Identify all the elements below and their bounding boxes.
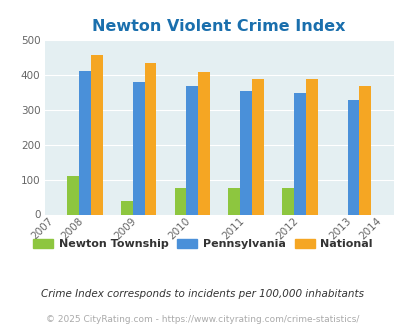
Bar <box>252 79 263 214</box>
Bar <box>121 201 132 214</box>
Bar <box>67 176 79 214</box>
Bar <box>347 100 358 214</box>
Title: Newton Violent Crime Index: Newton Violent Crime Index <box>92 19 345 34</box>
Bar <box>144 63 156 214</box>
Text: © 2025 CityRating.com - https://www.cityrating.com/crime-statistics/: © 2025 CityRating.com - https://www.city… <box>46 315 359 324</box>
Bar <box>198 73 210 214</box>
Bar <box>79 71 91 214</box>
Bar <box>358 86 370 214</box>
Legend: Newton Township, Pennsylvania, National: Newton Township, Pennsylvania, National <box>29 234 376 253</box>
Bar <box>186 86 198 214</box>
Bar <box>281 188 293 215</box>
Bar <box>305 79 317 214</box>
Bar <box>174 188 186 215</box>
Bar <box>293 93 305 214</box>
Bar <box>91 55 102 214</box>
Bar <box>132 82 144 214</box>
Bar <box>240 91 252 214</box>
Text: Crime Index corresponds to incidents per 100,000 inhabitants: Crime Index corresponds to incidents per… <box>41 289 364 299</box>
Bar <box>228 188 240 215</box>
